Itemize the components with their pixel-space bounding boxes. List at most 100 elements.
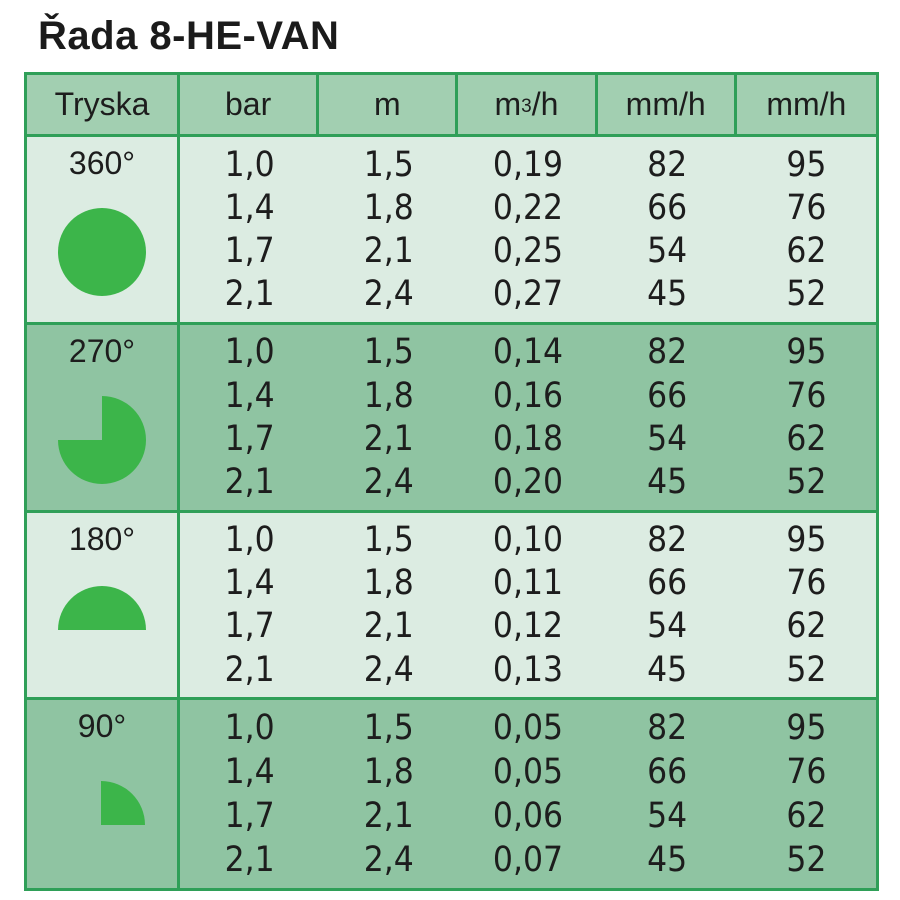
bar-cell: 1,4 — [224, 752, 275, 793]
header-nozzle: Tryska — [27, 75, 180, 134]
bar-cell: 1,7 — [224, 796, 275, 837]
rate2-cell: 95 — [786, 332, 827, 373]
bar-cell: 2,1 — [224, 840, 275, 881]
group-divider — [27, 321, 876, 325]
m-cell: 2,1 — [363, 606, 414, 647]
rate2-cell: 52 — [786, 274, 827, 315]
table-row: 1,0 1,5 0,05 82 95 — [180, 706, 876, 750]
table-row: 1,4 1,8 0,16 66 76 — [180, 374, 876, 417]
flow-cell: 0,27 — [492, 274, 564, 315]
rate2-cell: 76 — [786, 375, 827, 416]
angle-label: 270° — [68, 332, 136, 369]
m-cell: 2,1 — [363, 230, 414, 271]
flow-cell: 0,18 — [492, 418, 564, 459]
quarter-circle-icon — [101, 781, 145, 826]
angle-cell: 270° — [27, 324, 180, 510]
rate1-cell: 82 — [647, 332, 688, 373]
flow-cell: 0,25 — [492, 230, 564, 271]
rate1-cell: 82 — [647, 708, 688, 749]
angle-cell: 180° — [27, 512, 180, 698]
m-cell: 2,4 — [363, 840, 414, 881]
rate2-cell: 76 — [786, 187, 827, 228]
rate1-cell: 66 — [647, 187, 688, 228]
angle-group: 90° 1,0 1,5 0,05 82 95 1,4 1,8 0,05 66 76 1,7 2,1 0,0… — [27, 700, 876, 888]
bar-cell: 1,0 — [224, 332, 275, 373]
flow-cell: 0,06 — [492, 796, 564, 837]
m-cell: 1,8 — [363, 752, 414, 793]
flow-cell: 0,13 — [492, 649, 564, 690]
rate1-cell: 82 — [647, 144, 688, 185]
table-row: 1,0 1,5 0,10 82 95 — [180, 519, 876, 562]
flow-cell: 0,20 — [492, 461, 564, 502]
bar-cell: 1,0 — [224, 144, 275, 185]
angle-label: 90° — [77, 708, 127, 745]
data-block: 1,0 1,5 0,19 82 95 1,4 1,8 0,22 66 76 1,7 2,1 0,25 54… — [180, 137, 876, 322]
table-row: 1,0 1,5 0,14 82 95 — [180, 331, 876, 374]
m-cell: 2,1 — [363, 796, 414, 837]
rate1-cell: 45 — [647, 840, 688, 881]
rate1-cell: 66 — [647, 375, 688, 416]
table-row: 1,7 2,1 0,06 54 62 — [180, 794, 876, 838]
rate1-cell: 45 — [647, 274, 688, 315]
bar-cell: 1,7 — [224, 418, 275, 459]
rate2-cell: 76 — [786, 563, 827, 604]
header-rate-2: mm/h — [766, 86, 847, 122]
rate2-cell: 52 — [786, 840, 827, 881]
data-block: 1,0 1,5 0,14 82 95 1,4 1,8 0,16 66 76 1,7 2,1 0,18 54… — [180, 325, 876, 510]
bar-cell: 1,4 — [224, 187, 275, 228]
m-cell: 1,8 — [363, 563, 414, 604]
bar-cell: 1,0 — [224, 708, 275, 749]
header-flow: m 3/h — [458, 75, 598, 134]
rate2-cell: 95 — [786, 520, 827, 561]
rate1-cell: 54 — [647, 230, 688, 271]
page-title: Řada 8-HE-VAN — [38, 14, 340, 58]
table-row: 2,1 2,4 0,13 45 52 — [180, 648, 876, 691]
table-row: 1,7 2,1 0,25 54 62 — [180, 229, 876, 272]
table-row: 1,4 1,8 0,05 66 76 — [180, 750, 876, 794]
flow-cell: 0,19 — [492, 144, 564, 185]
rate1-cell: 82 — [647, 520, 688, 561]
flow-cell: 0,10 — [492, 520, 564, 561]
rate2-cell: 52 — [786, 461, 827, 502]
rate1-cell: 66 — [647, 752, 688, 793]
rate1-cell: 54 — [647, 796, 688, 837]
header-bar: bar — [180, 75, 320, 134]
flow-cell: 0,05 — [492, 752, 564, 793]
rate1-cell: 66 — [647, 563, 688, 604]
table-body: 360° 1,0 1,5 0,19 82 95 1,4 1,8 0,22 66 76 1,7 2,1 0,… — [27, 137, 876, 888]
angle-label: 360° — [68, 145, 136, 181]
m-cell: 2,4 — [363, 461, 414, 502]
m-cell: 1,8 — [363, 375, 414, 416]
flow-cell: 0,22 — [492, 187, 564, 228]
bar-cell: 2,1 — [224, 461, 275, 502]
m-cell: 1,8 — [363, 187, 414, 228]
m-cell: 1,5 — [363, 520, 414, 561]
flow-cell: 0,12 — [492, 606, 564, 647]
bar-cell: 1,0 — [224, 520, 275, 561]
bar-cell: 1,4 — [224, 375, 275, 416]
flow-cell: 0,14 — [492, 332, 564, 373]
group-divider — [27, 697, 876, 701]
flow-cell: 0,07 — [492, 840, 564, 881]
angle-group: 180° 1,0 1,5 0,10 82 95 1,4 1,8 0,11 66 76 1,7 2,1 0,… — [27, 512, 876, 698]
table-row: 1,4 1,8 0,22 66 76 — [180, 186, 876, 229]
rate1-cell: 54 — [647, 606, 688, 647]
flow-cell: 0,16 — [492, 375, 564, 416]
header-rate-1: mm/h — [598, 75, 737, 134]
bar-cell: 1,7 — [224, 606, 275, 647]
rate2-cell: 62 — [786, 606, 827, 647]
half-circle-icon — [58, 585, 146, 630]
header-flow-tail: /h — [531, 86, 559, 122]
m-cell: 2,1 — [363, 418, 414, 459]
rate2-cell: 76 — [786, 752, 827, 793]
rate2-cell: 95 — [786, 144, 827, 185]
bar-cell: 2,1 — [224, 274, 275, 315]
data-block: 1,0 1,5 0,05 82 95 1,4 1,8 0,05 66 76 1,7 2,1 0,06 54… — [180, 700, 876, 888]
table-row: 1,4 1,8 0,11 66 76 — [180, 562, 876, 605]
rate1-cell: 45 — [647, 461, 688, 502]
m-cell: 2,4 — [363, 274, 414, 315]
angle-group: 360° 1,0 1,5 0,19 82 95 1,4 1,8 0,22 66 76 1,7 2,1 0,… — [27, 137, 876, 322]
data-block: 1,0 1,5 0,10 82 95 1,4 1,8 0,11 66 76 1,7 2,1 0,12 54… — [180, 513, 876, 698]
rate2-cell: 95 — [786, 708, 827, 749]
flow-cell: 0,11 — [492, 563, 564, 604]
